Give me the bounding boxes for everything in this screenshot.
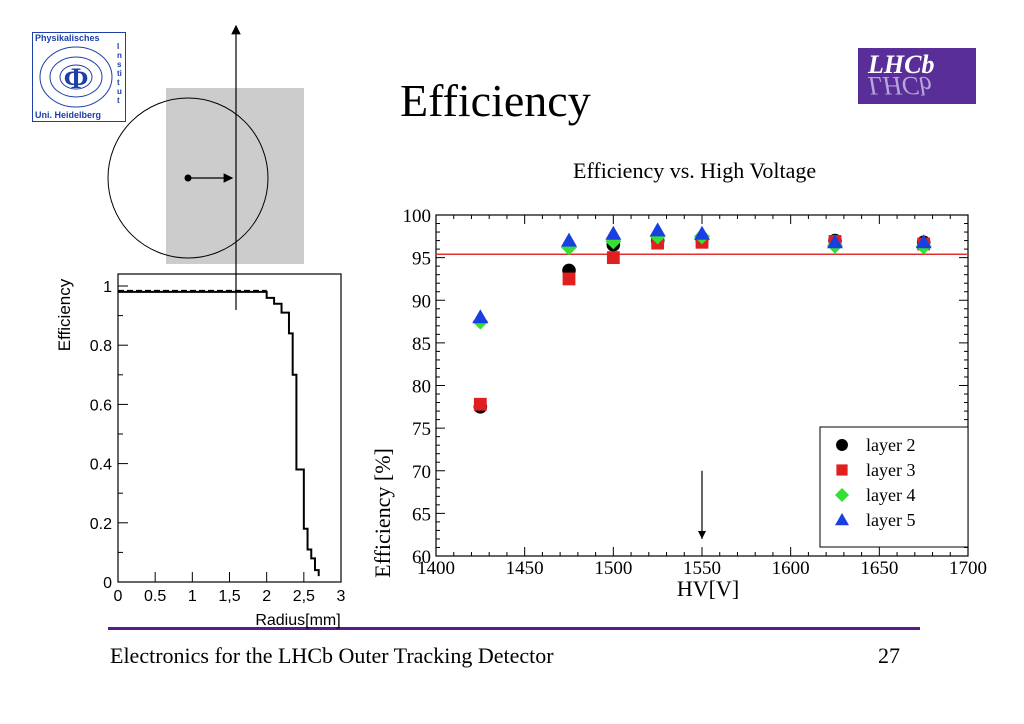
right-plot-x-tick-label: 1600	[772, 558, 810, 579]
efficiency-hv-plot: 60 65 70 75 80 85 90 95 100 1400 1450 1500 1550 1600 1…	[370, 206, 987, 601]
right-plot-y-tick-label: 75	[412, 419, 431, 440]
legend-marker-layer-5	[835, 513, 849, 526]
data-point-layer-5	[605, 225, 622, 240]
institute-logo-bottom-text: Uni. Heidelberg	[35, 110, 102, 120]
right-plot-x-tick-label: 1400	[417, 558, 455, 579]
slide-title: Efficiency	[400, 75, 591, 126]
page-number: 27	[878, 643, 900, 668]
right-plot-x-tick-label: 1500	[594, 558, 632, 579]
institute-logo-side-text: Institut	[117, 42, 122, 105]
left-plot-x-tick-label: 2,5	[293, 588, 315, 605]
legend-marker-layer-3	[836, 464, 848, 476]
left-plot-y-label: Efficiency	[55, 278, 74, 351]
institute-logo: Φ Physikalisches Uni. Heidelberg Institu…	[32, 32, 126, 122]
left-plot-x-tick-label: 3	[337, 588, 346, 605]
operating-point-arrowhead	[698, 530, 706, 539]
data-point-layer-5	[472, 309, 489, 324]
left-plot-y-tick-label: 0.6	[90, 397, 112, 414]
data-point-layer-3	[606, 251, 620, 265]
data-point-layer-5	[561, 232, 577, 247]
right-plot-x-label: HV[V]	[677, 576, 739, 601]
legend-label: layer 2	[866, 435, 915, 455]
data-point-layer-5	[649, 222, 666, 237]
lhcb-logo: LHCb LHCb	[858, 48, 976, 104]
right-plot-y-tick-label: 70	[412, 462, 431, 483]
right-plot-x-tick-label: 1550	[683, 558, 721, 579]
right-plot-y-tick-label: 95	[412, 249, 431, 270]
right-plot-x-tick-label: 1450	[506, 558, 544, 579]
chart-title: Efficiency vs. High Voltage	[573, 158, 817, 183]
lhcb-logo-text: LHCb	[868, 50, 935, 79]
left-plot-y-tick-label: 0.4	[90, 457, 112, 474]
data-point-layer-5	[915, 234, 932, 249]
right-plot-x-tick-label: 1650	[860, 558, 898, 579]
straw-tube-diagram	[107, 24, 304, 310]
left-plot-x-tick-label: 1	[188, 588, 197, 605]
left-plot-y-tick-label: 0	[103, 575, 112, 592]
right-plot-y-tick-label: 85	[412, 334, 431, 355]
right-plot-y-tick-label: 65	[412, 504, 431, 525]
right-plot-y-label: Efficiency [%]	[370, 448, 395, 578]
institute-logo-emblem: Φ	[32, 32, 126, 122]
straw-tube-circle	[107, 97, 269, 259]
left-plot-y-tick-label: 0.8	[90, 338, 112, 355]
efficiency-radius-plot: 0 0.2 0.4 0.6 0.8 1 0 0.5 1 1,5 2 2,5 3 Efficiency R…	[55, 273, 346, 629]
data-point-layer-5	[694, 225, 710, 240]
footer-divider	[108, 627, 920, 630]
right-plot-y-tick-label: 80	[412, 377, 431, 398]
left-plot-y-tick-label: 1	[103, 279, 112, 296]
legend-marker-layer-2	[836, 439, 848, 451]
left-plot-x-tick-label: 2	[262, 588, 271, 605]
left-plot-efficiency-curve	[118, 290, 320, 577]
left-plot-x-tick-label: 0.5	[144, 588, 166, 605]
data-point-layer-3	[473, 397, 487, 411]
institute-logo-top-text: Physikalisches	[35, 33, 100, 43]
left-plot-x-label: Radius[mm]	[255, 612, 340, 629]
legend-label: layer 3	[866, 460, 915, 480]
right-plot-y-tick-label: 60	[412, 547, 431, 568]
phi-symbol: Φ	[64, 62, 89, 95]
right-plot-y-tick-label: 100	[403, 206, 432, 227]
right-plot-x-tick-label: 1700	[949, 558, 987, 579]
right-plot-y-tick-label: 90	[412, 291, 431, 312]
legend-label: layer 5	[866, 510, 915, 530]
data-point-layer-3	[562, 272, 576, 286]
legend-marker-layer-4	[835, 488, 849, 502]
left-plot-x-tick-label: 1,5	[218, 588, 240, 605]
footer-text: Electronics for the LHCb Outer Tracking …	[110, 643, 554, 668]
legend-label: layer 4	[866, 485, 915, 505]
lhcb-logo-reflection: LHCb	[868, 71, 932, 100]
left-plot-x-tick-label: 0	[114, 588, 123, 605]
data-point-layer-5	[827, 234, 843, 249]
left-plot-y-tick-label: 0.2	[90, 516, 112, 533]
